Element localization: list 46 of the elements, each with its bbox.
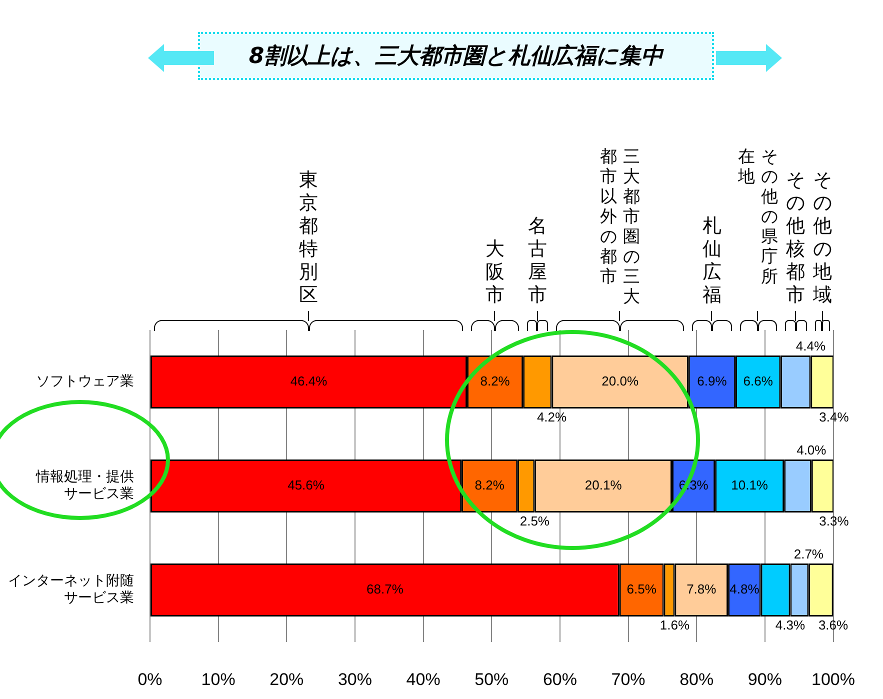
x-tick-label: 20% xyxy=(270,670,304,689)
y-tick-label: インターネット附随サービス業 xyxy=(8,573,134,606)
text: その他の県庁所在地 xyxy=(738,147,778,288)
x-tick-label: 50% xyxy=(474,670,509,689)
data-label: 10.1% xyxy=(731,478,768,493)
text: 札仙広福 xyxy=(702,215,722,308)
data-label: 6.6% xyxy=(743,374,774,389)
data-label: 45.6% xyxy=(288,478,325,493)
x-tick-label: 80% xyxy=(680,670,714,689)
data-label: 2.7% xyxy=(794,546,824,562)
x-tick-label: 40% xyxy=(406,670,440,689)
y-tick-label: ソフトウェア業 xyxy=(36,374,134,390)
data-label: 6.9% xyxy=(697,374,728,389)
data-label: 6.5% xyxy=(626,582,657,597)
data-label: 8.2% xyxy=(474,478,505,493)
x-tick-label: 90% xyxy=(748,670,782,689)
data-label: 4.3% xyxy=(775,618,806,633)
data-label: 4.4% xyxy=(796,338,826,354)
data-label: 20.0% xyxy=(602,374,639,389)
text: その他の地域 xyxy=(812,169,832,308)
text: 三大都市圏の三大都市以外の都市 xyxy=(600,147,640,308)
data-label: 8.2% xyxy=(480,374,510,389)
data-label: 3.4% xyxy=(819,410,850,425)
x-tick-label: 100% xyxy=(812,670,855,689)
text: 名古屋市 xyxy=(527,215,548,308)
data-label: 7.8% xyxy=(686,582,717,597)
text: 8割以上は、三大都市圏と札仙広福に集中 xyxy=(198,32,714,80)
x-tick-label: 60% xyxy=(542,670,577,689)
x-tick-label: 10% xyxy=(201,670,236,689)
data-label: 1.6% xyxy=(660,618,690,633)
x-tick-label: 70% xyxy=(611,670,646,689)
data-label: 20.1% xyxy=(584,478,622,493)
text: 東京都特別区 xyxy=(298,169,319,308)
data-label: 4.2% xyxy=(536,410,568,425)
x-tick-label: 0% xyxy=(138,670,162,689)
data-label: 3.3% xyxy=(819,514,850,529)
data-label: 2.5% xyxy=(520,514,550,529)
y-tick-label: 情報処理・提供サービス業 xyxy=(35,469,134,502)
data-label: 3.6% xyxy=(818,618,849,633)
text: その他核都市 xyxy=(786,169,806,308)
x-tick-label: 30% xyxy=(338,670,372,689)
data-label: 68.7% xyxy=(366,582,404,597)
text: 大阪市 xyxy=(485,238,506,308)
data-label: 4.0% xyxy=(796,442,827,458)
data-label: 4.8% xyxy=(730,582,760,597)
data-label: 46.4% xyxy=(290,374,328,389)
